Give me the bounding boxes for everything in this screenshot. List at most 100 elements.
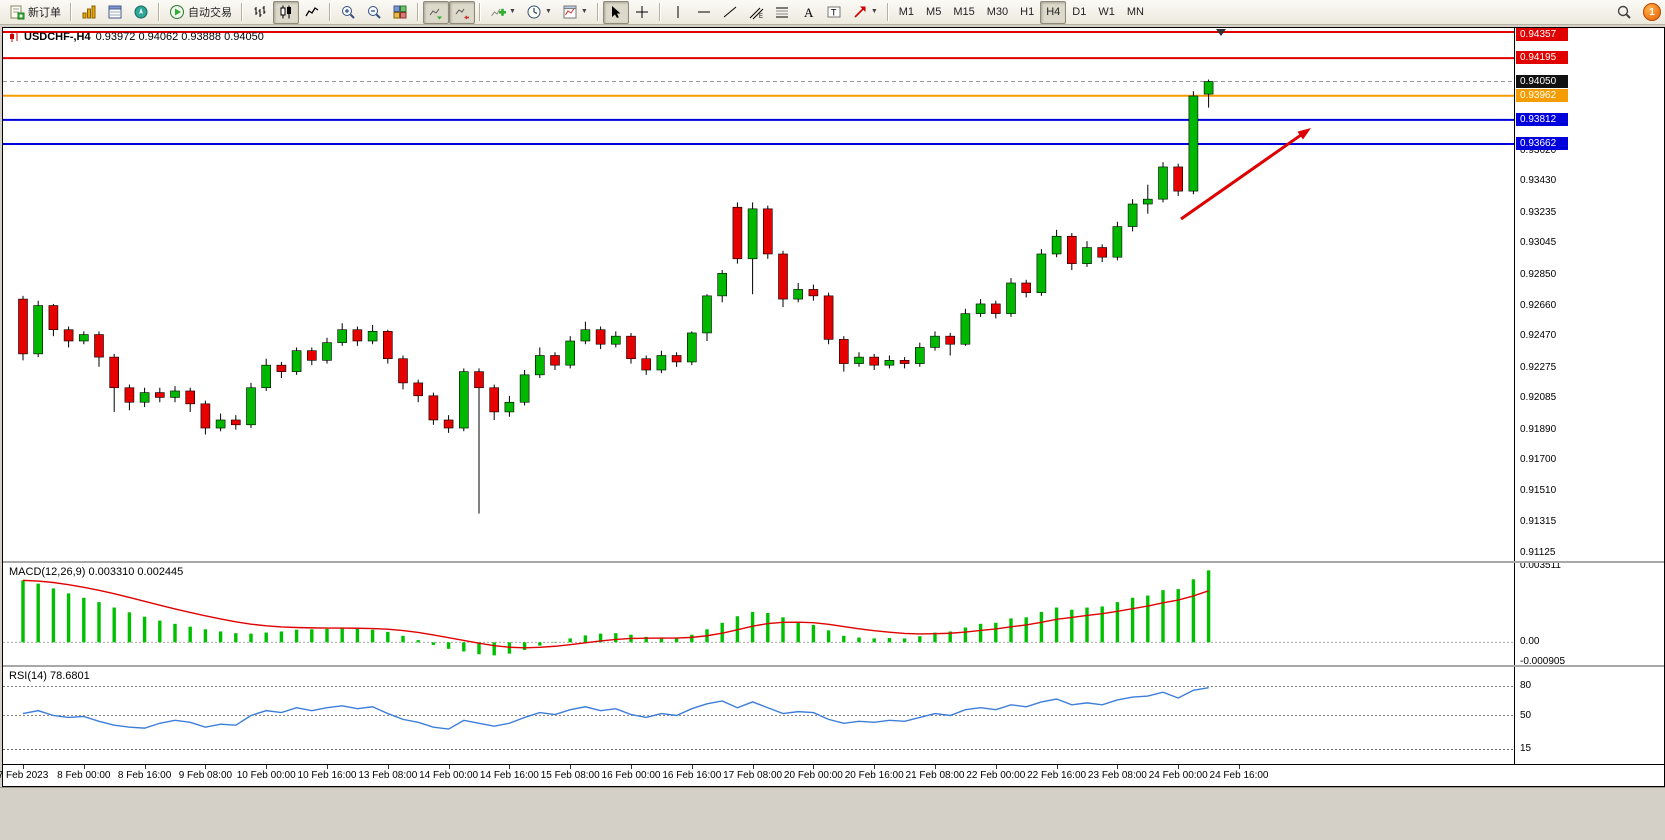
vertical-line-icon — [677, 6, 679, 18]
cursor-button[interactable] — [602, 0, 629, 24]
crosshair-button[interactable] — [629, 1, 655, 24]
time-tick — [23, 765, 24, 769]
text-label-icon: T — [827, 6, 841, 18]
arrows-icon — [854, 6, 866, 18]
time-label: 14 Feb 00:00 — [419, 770, 479, 781]
price-panel[interactable] — [3, 28, 1514, 561]
text-button[interactable]: A — [795, 1, 821, 24]
channel-button[interactable]: E — [743, 1, 769, 24]
time-tick — [874, 765, 876, 769]
timeframe-button-d1[interactable]: D1 — [1072, 6, 1087, 18]
svg-text:T: T — [831, 8, 837, 18]
dropdown-caret-icon: ▼ — [580, 8, 588, 15]
timeframe-button-m1[interactable]: M1 — [898, 6, 915, 18]
zoom-out-icon — [368, 6, 381, 19]
timeframe-button-h1[interactable]: H1 — [1020, 6, 1035, 18]
navigator-icon — [134, 5, 148, 19]
macd-indicator-label: MACD(12,26,9) 0.003310 0.002445 — [9, 566, 184, 578]
templates-button[interactable]: ▼ — [557, 1, 593, 24]
zoom-out-button[interactable] — [361, 1, 387, 24]
horizontal-line-button[interactable] — [691, 1, 717, 24]
price-tag: 0.93662 — [1516, 137, 1568, 151]
periods-button[interactable]: ▼ — [521, 1, 557, 24]
price-plot[interactable] — [3, 28, 1514, 561]
templates-icon — [563, 5, 577, 19]
bar-chart-icon — [254, 6, 266, 17]
rsi-indicator-label: RSI(14) 78.6801 — [9, 670, 90, 682]
chart-shift-button[interactable] — [449, 0, 475, 24]
rsi-panel[interactable] — [3, 667, 1514, 764]
toolbar-separator — [479, 3, 481, 21]
time-label: 16 Feb 00:00 — [601, 770, 661, 781]
time-label: 15 Feb 08:00 — [540, 770, 600, 781]
time-axis[interactable]: 7 Feb 2023 8 Feb 00:00 8 Feb 16:00 9 Feb 08… — [0, 765, 1514, 786]
candlestick-chart-icon — [280, 5, 291, 19]
time-tick — [266, 765, 268, 769]
crosshair-icon — [635, 6, 648, 18]
macd-plot[interactable] — [3, 563, 1514, 665]
trendline-button[interactable] — [717, 1, 743, 24]
symbol-title: USDCHF-,H4 — [24, 31, 91, 43]
panel-splitter[interactable] — [3, 561, 1664, 563]
timeframe-button-w1[interactable]: W1 — [1098, 6, 1115, 18]
text-label-button[interactable]: T — [821, 1, 847, 24]
indicators-button[interactable]: ▼ — [485, 1, 521, 24]
bar-chart-button[interactable] — [247, 1, 273, 24]
toolbar-separator — [70, 3, 72, 21]
time-axis-border — [3, 764, 1664, 765]
timeframe-group: M1 M5 M15 M30 H1 H4 D1 W1 MN — [893, 0, 1150, 24]
text-icon: A — [804, 5, 814, 20]
arrows-button[interactable]: ▼ — [847, 1, 883, 24]
auto-scroll-button[interactable] — [423, 0, 449, 24]
autotrading-button[interactable]: 自动交易 — [164, 1, 237, 24]
market-watch-button[interactable] — [76, 1, 102, 24]
price-tag: 0.94195 — [1516, 51, 1568, 65]
toolbar-separator — [417, 3, 419, 21]
new-order-button[interactable]: 新订单 — [4, 1, 66, 24]
toolbar-separator — [886, 3, 889, 21]
autotrading-play-icon — [170, 5, 184, 19]
timeframe-button-m15[interactable]: M15 — [953, 6, 975, 18]
line-chart-button[interactable] — [299, 1, 325, 24]
search-button[interactable] — [1611, 1, 1637, 24]
price-tick: -0.000905 — [1520, 656, 1566, 667]
time-label: 10 Feb 16:00 — [297, 770, 357, 781]
price-tick: 50 — [1520, 709, 1532, 721]
price-tick: 0.92660 — [1520, 299, 1557, 311]
panel-splitter[interactable] — [3, 665, 1664, 667]
vertical-line-button[interactable] — [665, 1, 691, 24]
zoom-in-button[interactable] — [335, 1, 361, 24]
search-icon — [1617, 5, 1631, 19]
svg-text:E: E — [759, 14, 763, 20]
time-label: 24 Feb 16:00 — [1209, 770, 1269, 781]
timeframe-button-h4[interactable]: H4 — [1040, 0, 1067, 24]
navigator-button[interactable] — [128, 1, 154, 24]
main-toolbar: 新订单 自动交易 ▼ ▼ — [0, 0, 1665, 25]
tile-windows-button[interactable] — [387, 1, 413, 24]
rsi-plot[interactable] — [3, 667, 1514, 764]
price-tick: 0.92470 — [1520, 330, 1557, 342]
timeframe-button-mn[interactable]: MN — [1126, 6, 1144, 18]
price-tick: 0.003511 — [1520, 560, 1561, 571]
market-watch-icon — [82, 5, 96, 19]
time-tick — [631, 765, 632, 769]
price-tick: 0.00 — [1520, 636, 1540, 648]
indicators-icon — [491, 8, 506, 17]
timeframe-button-m30[interactable]: M30 — [986, 6, 1009, 18]
time-tick — [387, 765, 389, 769]
data-window-button[interactable] — [102, 1, 128, 24]
time-tick — [570, 765, 572, 769]
macd-panel[interactable] — [3, 563, 1514, 665]
candlestick-chart-button[interactable] — [273, 0, 299, 24]
autotrading-label: 自动交易 — [188, 7, 232, 19]
fibonacci-button[interactable] — [769, 1, 795, 24]
time-label: 7 Feb 2023 — [0, 770, 49, 781]
price-tick: 0.93045 — [1520, 237, 1557, 249]
toolbar-separator — [241, 3, 243, 21]
toolbar-separator — [158, 3, 160, 21]
notification-badge[interactable]: 1 — [1643, 3, 1661, 21]
time-label: 8 Feb 16:00 — [117, 770, 172, 781]
time-label: 10 Feb 00:00 — [236, 770, 296, 781]
price-scale[interactable]: 0.93620 0.93430 0.93235 0.93045 0.92850 0.926… — [1514, 28, 1664, 764]
timeframe-button-m5[interactable]: M5 — [926, 6, 942, 18]
